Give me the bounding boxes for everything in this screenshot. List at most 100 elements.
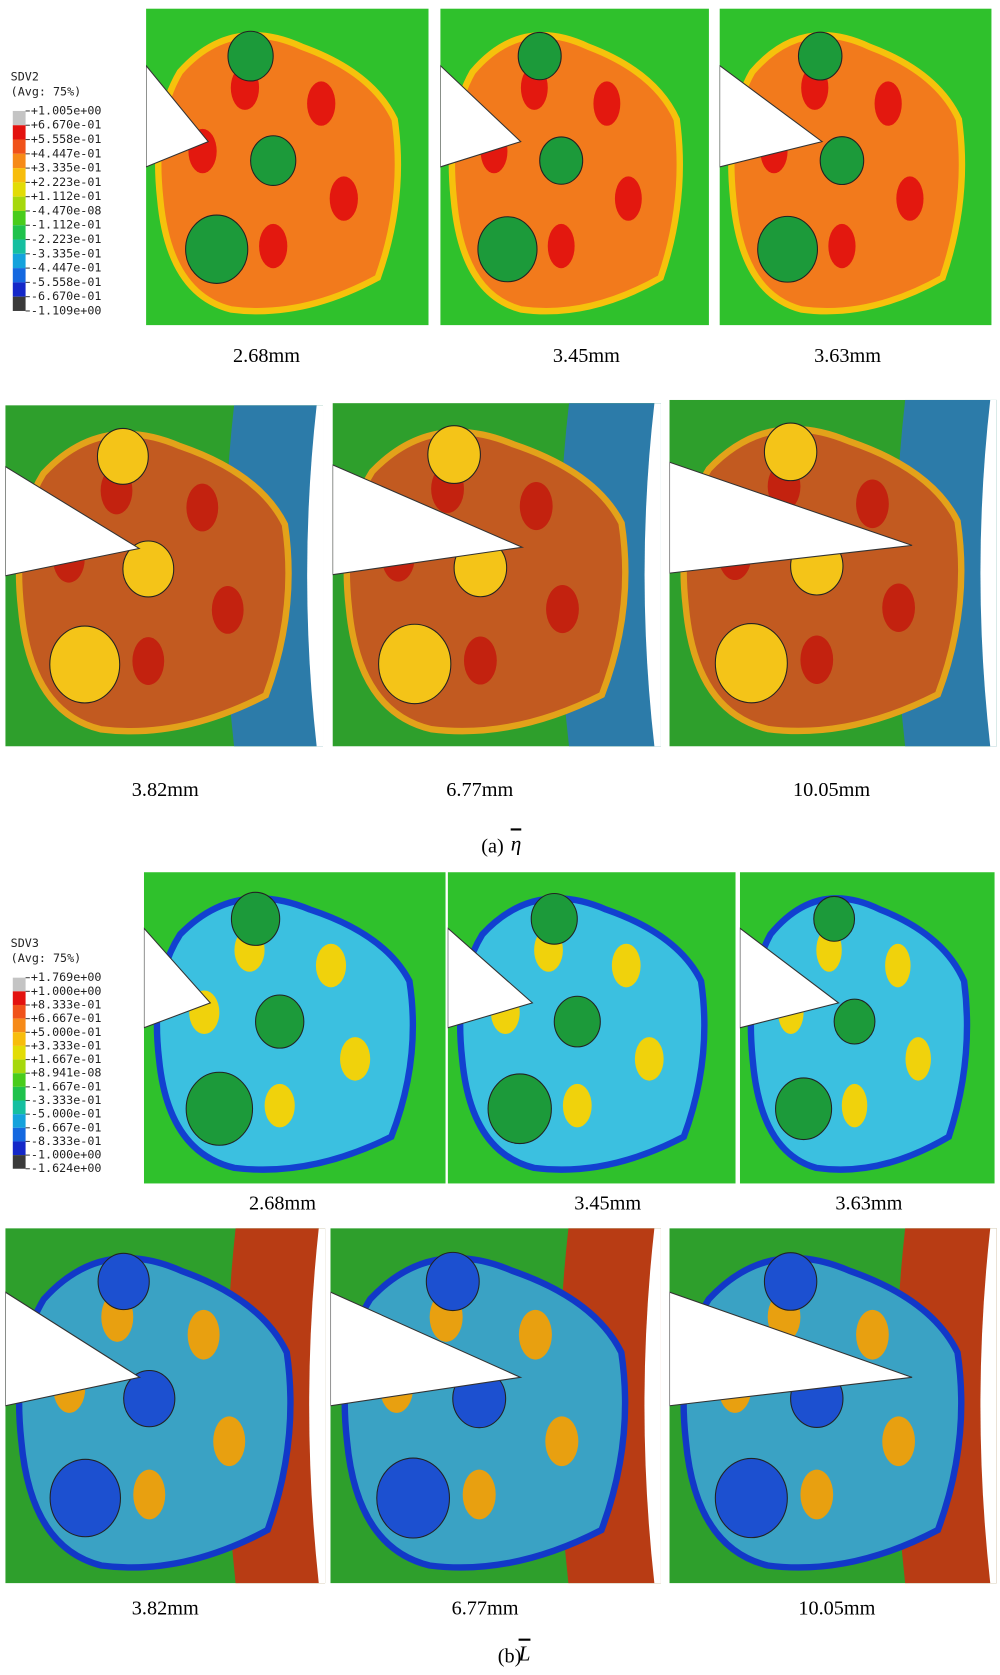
panel-caption: 3.45mm (574, 1192, 641, 1214)
legend-label: +2.223e-01 (31, 175, 102, 189)
notch (739, 927, 840, 1029)
hole (122, 540, 175, 598)
legend-swatch (12, 1114, 26, 1128)
legend-swatch (12, 282, 26, 297)
hot-spot (545, 1416, 579, 1467)
legend-swatch (12, 110, 26, 126)
part-a-caption: (a) (481, 835, 503, 857)
hot-spot (562, 1083, 592, 1128)
legend-label: -1.109e+00 (31, 303, 102, 317)
hot-spot (329, 176, 358, 221)
hot-spot (259, 223, 288, 269)
hot-spot (187, 1309, 220, 1360)
legend-label: +5.000e-01 (31, 1025, 102, 1039)
hot-spot (634, 1037, 664, 1081)
legend-label: -1.112e-01 (31, 218, 102, 232)
hot-spot (841, 1083, 868, 1128)
legend-swatch (12, 168, 26, 183)
hole (255, 994, 305, 1049)
hot-spot (307, 81, 336, 126)
hole (250, 135, 297, 186)
hole (763, 422, 818, 482)
hot-spot (213, 1416, 246, 1467)
hot-spot (874, 81, 902, 126)
hole (487, 1073, 552, 1145)
notch (669, 461, 913, 574)
legend-label: +8.333e-01 (31, 997, 102, 1011)
legend-label: +1.769e+00 (31, 970, 102, 984)
legend-label: +6.667e-01 (31, 1011, 102, 1025)
notch (143, 927, 212, 1029)
contour-panel (669, 1228, 997, 1584)
legend-label: -5.558e-01 (31, 275, 102, 289)
hot-spot (132, 637, 165, 685)
hot-spot (611, 943, 641, 988)
notch (330, 1291, 523, 1407)
legend-label: +8.941e-08 (31, 1066, 102, 1080)
legend-swatch (12, 1141, 26, 1156)
panel-caption: 3.45mm (553, 345, 620, 367)
part-a-symbol: η (511, 831, 522, 855)
contour-panel (447, 872, 736, 1184)
legend-label: +1.112e-01 (31, 189, 102, 203)
hot-spot (800, 635, 834, 684)
hole (425, 1251, 480, 1312)
hot-spot (614, 176, 642, 221)
legend-label: +3.335e-01 (31, 161, 102, 175)
hole (763, 1252, 818, 1311)
legend-swatch (12, 1018, 26, 1033)
part-b-symbol: L (518, 1642, 531, 1666)
legend-swatch (12, 125, 26, 140)
legend-label: -6.667e-01 (31, 1120, 102, 1134)
contour-panel (719, 8, 992, 326)
notch (719, 64, 824, 168)
hole (714, 1457, 788, 1539)
legend-swatch (12, 1059, 26, 1074)
hot-spot (340, 1037, 371, 1081)
notch (332, 464, 525, 576)
hole (477, 216, 538, 283)
legend-label: +1.667e-01 (31, 1052, 102, 1066)
hole (539, 136, 584, 185)
hot-spot (800, 1469, 834, 1520)
contour-panel (5, 1228, 326, 1584)
hot-spot (186, 483, 219, 532)
hole (378, 623, 452, 705)
contour-panel (332, 403, 661, 747)
hot-spot (885, 943, 911, 988)
hole (819, 136, 865, 186)
legend-label: +1.000e+00 (31, 984, 102, 998)
hole (96, 427, 149, 485)
hot-spot (882, 1416, 915, 1467)
legend-label: +3.333e-01 (31, 1038, 102, 1052)
notch (5, 465, 141, 577)
legend-swatch (12, 225, 26, 240)
legend-label: -4.470e-08 (31, 203, 102, 217)
hole (530, 892, 578, 945)
legend-swatch (12, 153, 26, 169)
legend-label: -1.667e-01 (31, 1079, 102, 1093)
legend-swatch (12, 1100, 26, 1115)
panel-caption: 2.68mm (233, 345, 300, 367)
legend-label: -3.333e-01 (31, 1093, 102, 1107)
contour-panel (669, 399, 997, 747)
legend-title: SDV3 (11, 936, 39, 950)
legend-label: -1.624e+00 (31, 1161, 102, 1175)
panel-caption: 3.82mm (132, 1598, 199, 1620)
boundary-white (307, 405, 324, 747)
notch (669, 1291, 913, 1407)
hole (517, 31, 562, 81)
hot-spot (547, 223, 575, 269)
legend-label: -4.447e-01 (31, 261, 102, 275)
hole (185, 1071, 254, 1146)
hole (427, 425, 481, 484)
hole (185, 214, 249, 284)
hot-spot (593, 81, 621, 126)
panel-caption: 6.77mm (446, 779, 513, 801)
panel-caption: 10.05mm (798, 1598, 875, 1620)
hole (775, 1077, 833, 1141)
hot-spot (315, 943, 347, 988)
hot-spot (856, 1309, 889, 1360)
hole (833, 998, 876, 1045)
